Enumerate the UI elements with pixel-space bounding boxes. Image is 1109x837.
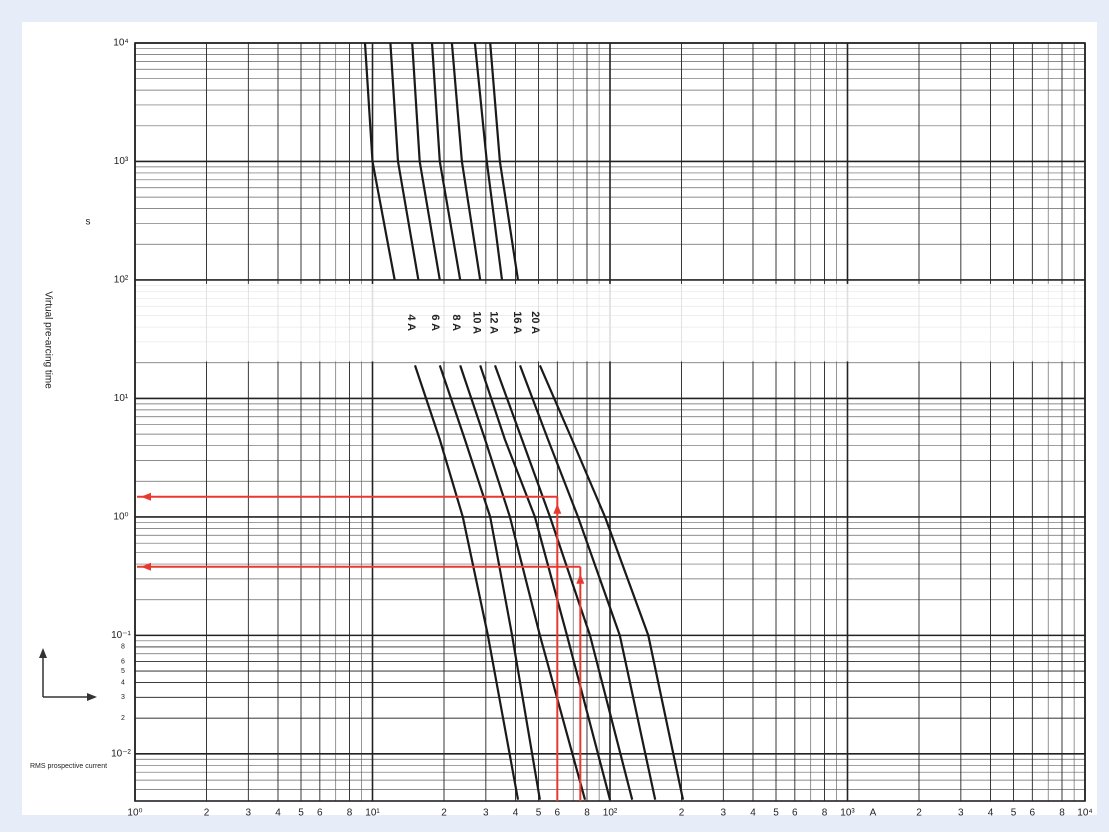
- y-tick-label: 6: [121, 659, 125, 666]
- x-tick-label: 10³: [840, 808, 855, 819]
- x-unit: A: [870, 808, 877, 819]
- curve-label: 4 A: [405, 314, 417, 331]
- x-tick-label: 4: [513, 808, 519, 819]
- fuse-curve: [473, 42, 657, 800]
- x-tick-label: 8: [1059, 808, 1065, 819]
- arrowhead: [141, 562, 151, 571]
- curve-label: 20 A: [529, 311, 541, 334]
- x-tick-label: 10⁰: [127, 808, 142, 819]
- x-tick-label: 5: [536, 808, 542, 819]
- fuse-curve: [489, 42, 685, 800]
- y-tick-label: 10¹: [114, 393, 129, 404]
- fuse-curve: [363, 42, 520, 800]
- x-axis-title: RMS prospective current: [30, 763, 107, 770]
- curve-label: 10 A: [470, 311, 482, 334]
- x-tick-label: 6: [792, 808, 798, 819]
- x-tick-label: 10²: [603, 808, 618, 819]
- x-tick-label: 6: [317, 808, 323, 819]
- y-tick-label: 10³: [114, 156, 129, 167]
- y-axis-title: Virtual pre-arcing time: [42, 291, 53, 389]
- y-tick-label: 10⁰: [113, 512, 128, 523]
- x-tick-label: 4: [988, 808, 994, 819]
- y-tick-label: 3: [121, 694, 125, 701]
- curve-label: 16 A: [511, 311, 523, 334]
- y-tick-label: 2: [121, 715, 125, 722]
- x-tick-label: 5: [773, 808, 779, 819]
- icon-arrowhead: [87, 693, 97, 701]
- icon-arrowhead: [39, 648, 47, 658]
- fuse-curve: [411, 42, 587, 800]
- x-tick-label: 3: [246, 808, 252, 819]
- x-tick-label: 4: [275, 808, 281, 819]
- plot-frame: [134, 42, 1086, 802]
- arrowhead: [576, 573, 585, 584]
- x-tick-label: 6: [555, 808, 561, 819]
- x-tick-label: 5: [298, 808, 304, 819]
- x-tick-label: 4: [750, 808, 756, 819]
- x-tick-label: 6: [1030, 808, 1036, 819]
- arrowhead: [553, 503, 562, 514]
- x-tick-label: 3: [483, 808, 489, 819]
- x-tick-label: 2: [916, 808, 922, 819]
- fuse-curve: [450, 42, 634, 800]
- x-tick-label: 5: [1011, 808, 1017, 819]
- x-tick-label: 3: [958, 808, 964, 819]
- x-tick-label: 2: [679, 808, 685, 819]
- axis-legend-icon: [39, 648, 97, 701]
- fuse-curve: [389, 42, 541, 800]
- label-band: [136, 283, 1084, 362]
- y-tick-label: 10²: [114, 275, 129, 286]
- grid: 10⁰ 2 3 4 5 6 8 10¹ 2 3 4 5 6 8 10² 2 3 4 5 6 8 10³ 2 3 4 5 6 8 10⁴ 1…: [111, 38, 1093, 819]
- arrowhead: [141, 492, 151, 501]
- panel: [22, 22, 1097, 815]
- x-tick-label: 8: [347, 808, 353, 819]
- y-tick-label: 10⁴: [113, 38, 128, 49]
- x-tick-label: 10⁴: [1077, 808, 1092, 819]
- x-tick-label: 8: [584, 808, 590, 819]
- y-tick-label: 10⁻¹: [111, 630, 131, 641]
- x-tick-label: 10¹: [365, 808, 380, 819]
- x-tick-label: 3: [721, 808, 727, 819]
- y-unit: s: [86, 217, 91, 228]
- y-tick-label: 8: [121, 644, 125, 651]
- x-tick-label: 8: [822, 808, 828, 819]
- y-tick-label: 4: [121, 679, 125, 686]
- x-tick-label: 2: [204, 808, 210, 819]
- curve-label: 6 A: [429, 314, 441, 331]
- plot: 4 A 6 A 8 A 10 A 12 A 16 A 20 A: [136, 42, 1084, 801]
- x-tick-label: 2: [441, 808, 447, 819]
- fuse-curve: [430, 42, 612, 800]
- y-tick-label: 10⁻²: [111, 748, 131, 759]
- curve-label: 8 A: [450, 314, 462, 331]
- curve-label: 12 A: [488, 311, 500, 334]
- y-tick-label: 5: [121, 668, 125, 675]
